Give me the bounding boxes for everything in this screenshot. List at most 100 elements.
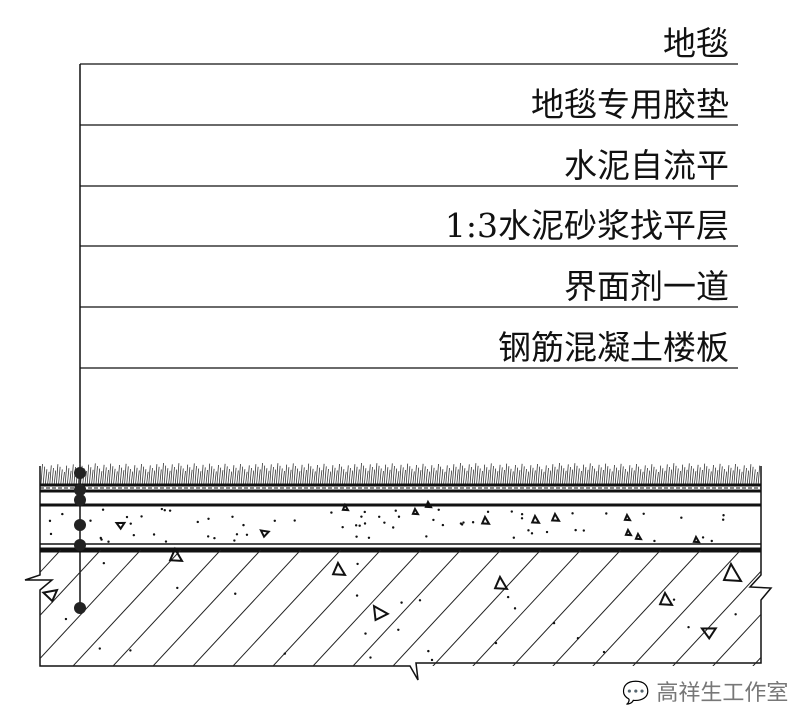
aggregate-dot (196, 520, 199, 524)
aggregate-dot (391, 526, 395, 529)
aggregate-dot (101, 508, 105, 511)
aggregate-triangle (530, 513, 541, 524)
hatch-line (780, 540, 799, 680)
aggregate-dot (364, 632, 367, 635)
aggregate-triangle (372, 604, 390, 622)
aggregate-dot (341, 525, 344, 529)
aggregate-dot (680, 516, 683, 519)
aggregate-dot (605, 512, 608, 515)
hatch-line (72, 550, 182, 666)
aggregate-triangle (493, 574, 509, 591)
aggregate-dot (132, 533, 136, 537)
label-interface-agent: 界面剂一道 (564, 267, 729, 306)
aggregate-dot (430, 658, 434, 662)
aggregate-dot (61, 512, 64, 516)
aggregate-triangle (259, 529, 271, 539)
aggregate-dot (471, 521, 475, 524)
aggregate-dot (510, 510, 513, 513)
aggregate-dot (602, 650, 606, 654)
hatch-line (432, 550, 542, 666)
hatch-line (672, 570, 761, 666)
hatch-line (232, 550, 342, 666)
leader-dot (74, 467, 86, 479)
aggregate-dot (494, 641, 498, 645)
aggregate-dot (125, 515, 129, 519)
aggregate-dot (460, 523, 464, 526)
aggregate-dot (367, 536, 371, 539)
aggregate-dot (129, 649, 132, 652)
leader-dot (74, 519, 86, 531)
aggregate-dot (107, 540, 110, 543)
hatch-line (592, 550, 702, 666)
aggregate-dot (672, 598, 676, 601)
aggregate-dot (330, 511, 333, 514)
hatch-line (112, 550, 222, 666)
label-carpet-pad: 地毯专用胶垫 (531, 85, 729, 124)
aggregate-dot (163, 509, 166, 512)
label-concrete-slab: 钢筋混凝土楼板 (498, 328, 729, 367)
aggregate-dot (164, 540, 168, 543)
aggregate-triangle (41, 588, 59, 603)
aggregate-dot (642, 512, 645, 516)
aggregate-dot (527, 529, 530, 532)
hatch-line (272, 550, 382, 666)
aggregate-dot (397, 515, 401, 518)
aggregate-triangle (331, 560, 347, 577)
aggregate-dot (418, 599, 422, 602)
aggregate-dot (437, 508, 440, 511)
hatch-line (632, 550, 742, 666)
aggregate-dot (710, 539, 713, 543)
aggregate-dot (233, 539, 236, 542)
aggregate-dot (168, 509, 172, 512)
aggregate-triangle (480, 514, 491, 525)
aggregate-triangle (341, 502, 350, 512)
aggregate-triangle (624, 527, 633, 537)
hatch-line (392, 550, 502, 666)
aggregate-dot (653, 539, 656, 543)
aggregate-triangle (623, 512, 632, 522)
aggregate-dot (574, 528, 577, 532)
aggregate-dot (394, 509, 397, 512)
aggregate-dot (441, 523, 445, 527)
aggregate-dot (48, 519, 52, 523)
hatch-line (312, 550, 422, 666)
aggregate-dot (89, 519, 92, 522)
layer-lines (24, 466, 773, 681)
hatch-line (352, 550, 462, 666)
hatch-line (40, 550, 62, 574)
aggregate-dot (462, 521, 465, 524)
aggregate-dot (355, 594, 359, 597)
watermark-text: 高祥生工作室 (656, 681, 789, 706)
aggregate-dot (207, 517, 210, 520)
aggregate-dot (520, 513, 524, 516)
aggregate-dot (273, 519, 276, 522)
concrete-hatch (40, 540, 799, 680)
aggregate-dot (355, 535, 358, 538)
aggregate-marks (41, 499, 743, 662)
aggregate-dot (235, 533, 239, 536)
aggregate-dot (383, 521, 386, 524)
aggregate-dot (283, 652, 287, 655)
leader-dots (74, 467, 86, 614)
aggregate-dot (425, 535, 428, 538)
aggregate-dot (722, 514, 725, 517)
aggregate-dot (64, 617, 68, 621)
label-carpet: 地毯 (663, 24, 729, 63)
carpet-layer (40, 462, 761, 485)
leader-dot (74, 494, 86, 506)
aggregate-dot (356, 562, 359, 566)
aggregate-dot (358, 524, 361, 527)
aggregate-dot (576, 636, 580, 640)
wechat-icon: 💬 (622, 681, 650, 706)
carpet-fibers (40, 462, 761, 485)
aggregate-dot (363, 510, 366, 514)
aggregate-dot (360, 515, 363, 518)
watermark: 💬 高祥生工作室 (622, 675, 788, 707)
aggregate-triangle (634, 531, 643, 541)
leader-dot (74, 539, 86, 551)
aggregate-dot (552, 621, 556, 625)
hatch-line (552, 550, 662, 666)
aggregate-dot (293, 519, 296, 522)
hatch-line (192, 550, 302, 666)
